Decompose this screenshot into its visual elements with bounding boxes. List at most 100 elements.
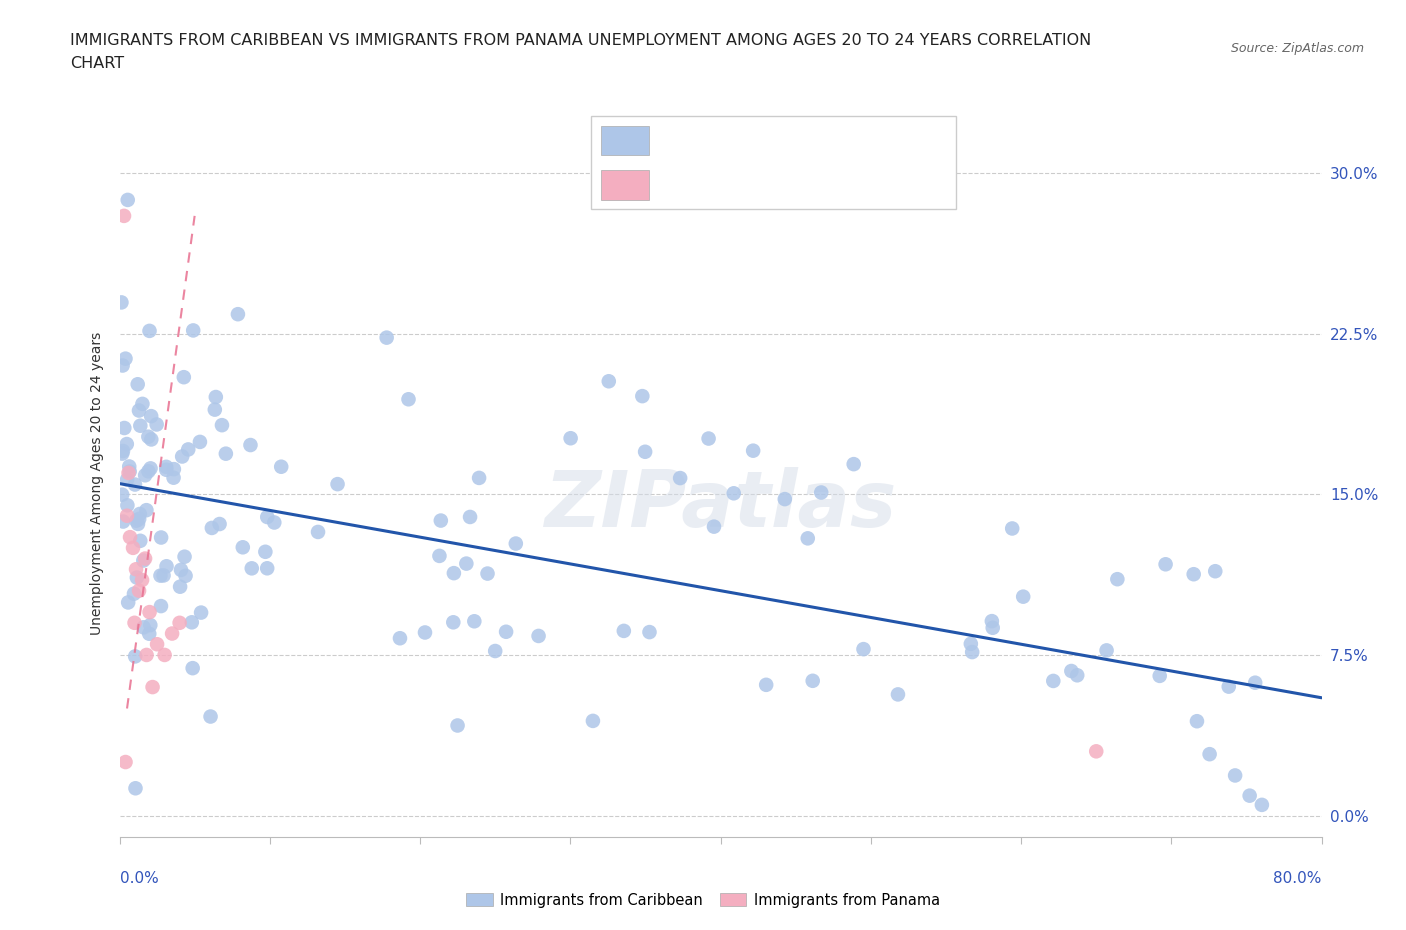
Point xyxy=(112,514,135,529)
Point xyxy=(1001,521,1024,536)
Point xyxy=(1107,572,1129,587)
Point xyxy=(638,625,661,640)
Point xyxy=(128,512,150,526)
Point xyxy=(326,477,349,492)
Text: N = 141: N = 141 xyxy=(828,133,894,148)
Point xyxy=(388,631,411,645)
Point xyxy=(960,644,983,659)
Point xyxy=(118,459,141,474)
Point xyxy=(134,468,156,483)
Point xyxy=(118,530,141,545)
Point xyxy=(141,432,163,447)
Point xyxy=(155,559,177,574)
Point xyxy=(477,566,499,581)
Point xyxy=(177,442,200,457)
Point xyxy=(162,471,184,485)
Point xyxy=(270,459,292,474)
Point xyxy=(172,449,194,464)
Text: R = -0.401: R = -0.401 xyxy=(659,133,747,148)
Point xyxy=(132,553,155,568)
Y-axis label: Unemployment Among Ages 20 to 24 years: Unemployment Among Ages 20 to 24 years xyxy=(90,332,104,635)
Point xyxy=(200,709,222,724)
Point xyxy=(458,510,481,525)
Point xyxy=(1149,669,1171,684)
Point xyxy=(1244,675,1267,690)
Point xyxy=(1250,797,1272,812)
Point xyxy=(124,649,146,664)
Point xyxy=(180,615,202,630)
Point xyxy=(135,647,157,662)
Point xyxy=(703,519,725,534)
Point xyxy=(634,445,657,459)
Point xyxy=(163,461,186,476)
Point xyxy=(173,370,195,385)
Text: CHART: CHART xyxy=(70,56,124,71)
Point xyxy=(139,461,162,476)
Point xyxy=(115,509,138,524)
Point xyxy=(117,595,139,610)
Point xyxy=(188,434,211,449)
Point xyxy=(132,620,155,635)
Point xyxy=(181,323,204,338)
Text: R =  0.316: R = 0.316 xyxy=(659,178,745,193)
Point xyxy=(135,503,157,518)
Point xyxy=(495,624,517,639)
Bar xyxy=(602,126,650,155)
Point xyxy=(139,618,162,632)
Point xyxy=(138,430,160,445)
Point xyxy=(256,561,278,576)
Point xyxy=(111,446,134,461)
Point xyxy=(598,374,620,389)
Point xyxy=(1218,679,1240,694)
Point xyxy=(125,562,148,577)
Point xyxy=(146,637,169,652)
Point xyxy=(152,568,174,583)
Point xyxy=(173,550,195,565)
Point xyxy=(114,754,136,769)
Point xyxy=(1060,664,1083,679)
Point xyxy=(232,539,254,554)
Point xyxy=(842,457,865,472)
Point xyxy=(723,485,745,500)
Point xyxy=(117,465,139,480)
Point xyxy=(773,492,796,507)
Point xyxy=(153,647,176,662)
Point xyxy=(142,680,165,695)
Point xyxy=(398,392,420,406)
Point xyxy=(256,510,278,525)
Point xyxy=(631,389,654,404)
Point xyxy=(429,549,451,564)
Point xyxy=(755,677,778,692)
Point xyxy=(981,620,1004,635)
Point xyxy=(111,444,134,458)
Point xyxy=(484,644,506,658)
Point xyxy=(138,464,160,479)
Point xyxy=(145,417,167,432)
Point xyxy=(131,573,153,588)
Point xyxy=(613,623,636,638)
Point xyxy=(124,781,146,796)
Point xyxy=(124,616,146,631)
Point xyxy=(117,193,139,207)
Point xyxy=(169,579,191,594)
Point xyxy=(443,565,465,580)
Point xyxy=(174,568,197,583)
Point xyxy=(127,377,149,392)
Point xyxy=(170,563,193,578)
Point xyxy=(208,516,231,531)
Point xyxy=(446,718,468,733)
Text: ZIPatlas: ZIPatlas xyxy=(544,467,897,543)
Point xyxy=(263,515,285,530)
Point xyxy=(527,629,550,644)
Point xyxy=(115,436,138,451)
Point xyxy=(560,431,582,445)
Point xyxy=(160,626,183,641)
Point xyxy=(201,521,224,536)
Point xyxy=(110,295,132,310)
Point xyxy=(122,540,145,555)
Point xyxy=(129,534,152,549)
Point xyxy=(111,487,134,502)
Point xyxy=(226,307,249,322)
Point xyxy=(204,402,226,417)
Point xyxy=(138,626,160,641)
